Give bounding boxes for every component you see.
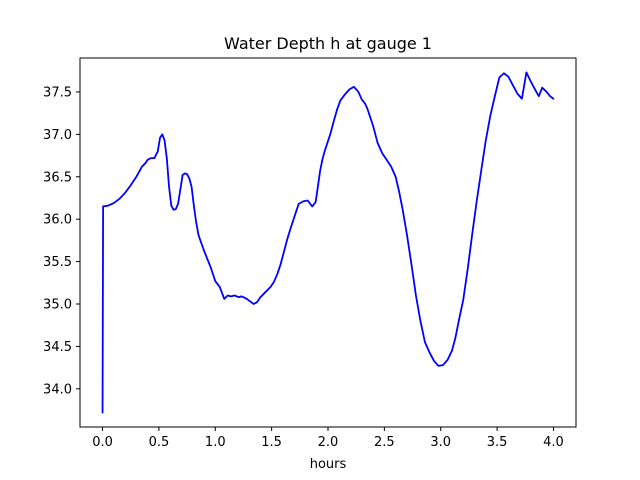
x-axis-label: hours bbox=[310, 457, 347, 472]
x-tick-label: 2.0 bbox=[318, 435, 339, 450]
y-tick-label: 36.5 bbox=[43, 170, 72, 185]
chart-title: Water Depth h at gauge 1 bbox=[224, 34, 432, 53]
y-tick-label: 37.5 bbox=[43, 85, 72, 100]
x-axis: 0.0 0.5 1.0 1.5 2.0 2.5 3.0 3.5 4.0 bbox=[92, 427, 564, 450]
y-tick-label: 36.0 bbox=[43, 213, 72, 228]
x-tick-label: 4.0 bbox=[543, 435, 564, 450]
series-line-1 bbox=[101, 71, 555, 414]
y-axis: 34.0 34.5 35.0 35.5 36.0 36.5 37.0 37.5 bbox=[43, 85, 80, 397]
x-tick-label: 0.5 bbox=[149, 435, 170, 450]
y-tick-label: 35.5 bbox=[43, 255, 72, 270]
x-tick-label: 3.5 bbox=[487, 435, 508, 450]
axes-frame bbox=[79, 57, 577, 428]
plot-area bbox=[101, 71, 555, 414]
x-tick-label: 2.5 bbox=[374, 435, 395, 450]
y-tick-label: 34.0 bbox=[43, 382, 72, 397]
x-tick-label: 3.0 bbox=[430, 435, 451, 450]
x-tick-label: 1.0 bbox=[205, 435, 226, 450]
x-tick-label: 1.5 bbox=[261, 435, 282, 450]
y-tick-label: 34.5 bbox=[43, 340, 72, 355]
x-tick-label: 0.0 bbox=[92, 435, 113, 450]
y-tick-label: 37.0 bbox=[43, 128, 72, 143]
y-tick-label: 35.0 bbox=[43, 298, 72, 313]
